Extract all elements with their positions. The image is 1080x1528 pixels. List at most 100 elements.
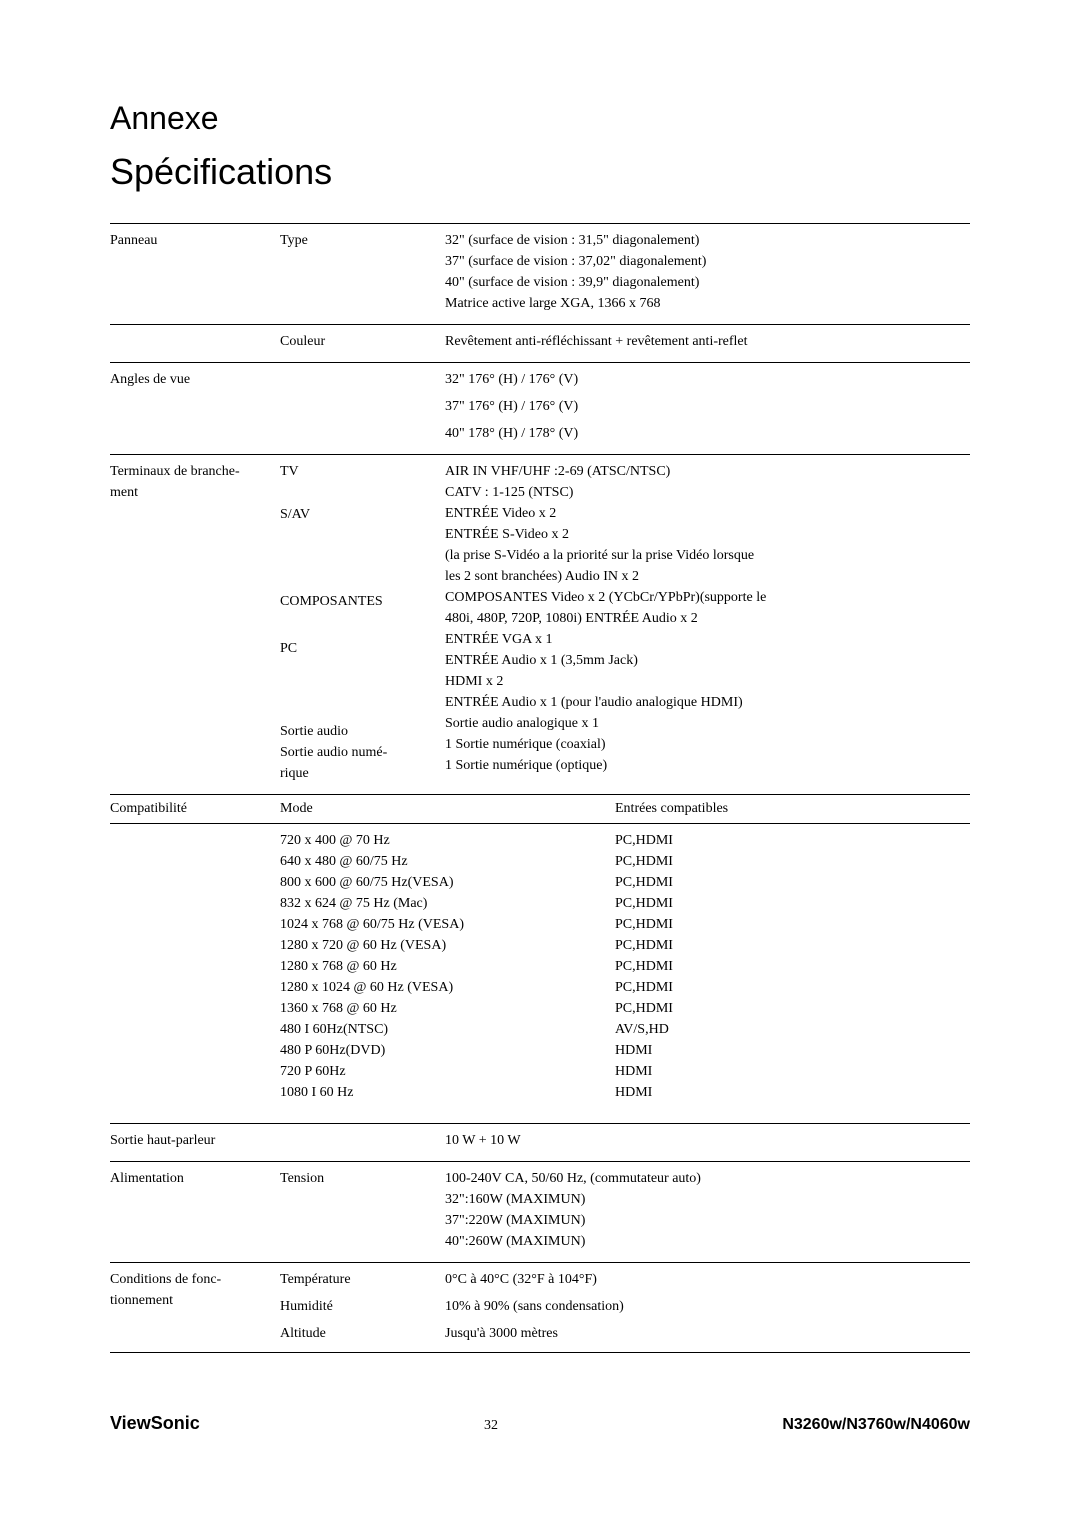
compat-entry: PC,HDMI — [615, 893, 970, 914]
compat-mode: 480 P 60Hz(DVD) — [280, 1040, 615, 1061]
value-type: 32" (surface de vision : 31,5" diagonale… — [445, 230, 970, 314]
compat-entry: PC,HDMI — [615, 872, 970, 893]
compat-mode: 720 x 400 @ 70 Hz — [280, 830, 615, 851]
heading-annexe: Annexe — [110, 100, 970, 137]
label-sortie-audio-num1: Sortie audio numé- — [280, 742, 445, 763]
text: 37":220W (MAXIMUN) — [445, 1210, 970, 1231]
value-alimentation: 100-240V CA, 50/60 Hz, (commutateur auto… — [445, 1168, 970, 1252]
label-angles: Angles de vue — [110, 369, 280, 444]
text: 32" 176° (H) / 176° (V) — [445, 369, 970, 390]
text: COMPOSANTES Video x 2 (YCbCr/YPbPr)(supp… — [445, 587, 970, 608]
text: ENTRÉE VGA x 1 — [445, 629, 970, 650]
row-couleur: Couleur Revêtement anti-réfléchissant + … — [110, 324, 970, 362]
compat-entry: PC,HDMI — [615, 851, 970, 872]
compat-entry: PC,HDMI — [615, 914, 970, 935]
compat-mode: 480 I 60Hz(NTSC) — [280, 1019, 615, 1040]
compat-entry: PC,HDMI — [615, 830, 970, 851]
text: 40":260W (MAXIMUN) — [445, 1231, 970, 1252]
text: ment — [110, 482, 280, 503]
compat-mode: 1024 x 768 @ 60/75 Hz (VESA) — [280, 914, 615, 935]
label-mode: Mode — [280, 801, 445, 817]
empty — [280, 369, 445, 444]
text: 37" (surface de vision : 37,02" diagonal… — [445, 251, 970, 272]
text: HDMI x 2 — [445, 671, 970, 692]
label-terminaux: Terminaux de branche- ment — [110, 461, 280, 784]
compat-entry: HDMI — [615, 1082, 970, 1103]
text: les 2 sont branchées) Audio IN x 2 — [445, 566, 970, 587]
compat-entry: PC,HDMI — [615, 935, 970, 956]
label-alimentation: Alimentation — [110, 1168, 280, 1252]
compat-mode: 720 P 60Hz — [280, 1061, 615, 1082]
text: 480i, 480P, 720P, 1080i) ENTRÉE Audio x … — [445, 608, 970, 629]
value-conditions: 0°C à 40°C (32°F à 104°F) 10% à 90% (san… — [445, 1269, 970, 1344]
label-conditions: Conditions de fonc- tionnement — [110, 1269, 280, 1344]
text: 1 Sortie numérique (optique) — [445, 755, 970, 776]
compat-mode: 640 x 480 @ 60/75 Hz — [280, 851, 615, 872]
compat-entry: HDMI — [615, 1040, 970, 1061]
text: ENTRÉE Audio x 1 (3,5mm Jack) — [445, 650, 970, 671]
value-terminaux: AIR IN VHF/UHF :2-69 (ATSC/NTSC) CATV : … — [445, 461, 970, 784]
compat-entry: HDMI — [615, 1061, 970, 1082]
compat-mode: 832 x 624 @ 75 Hz (Mac) — [280, 893, 615, 914]
text: 32":160W (MAXIMUN) — [445, 1189, 970, 1210]
compat-line: 1360 x 768 @ 60 HzPC,HDMI — [280, 998, 970, 1019]
empty — [110, 331, 280, 352]
text: 37" 176° (H) / 176° (V) — [445, 396, 970, 417]
footer-page-number: 32 — [484, 1418, 498, 1434]
text: Jusqu'à 3000 mètres — [445, 1323, 970, 1344]
row-compat-header: Compatibilité Mode Entrées compatibles — [110, 794, 970, 823]
text: 1 Sortie numérique (coaxial) — [445, 734, 970, 755]
row-terminaux: Terminaux de branche- ment TV S/AV COMPO… — [110, 454, 970, 794]
row-alimentation: Alimentation Tension 100-240V CA, 50/60 … — [110, 1161, 970, 1262]
label-sav: S/AV — [280, 504, 445, 525]
heading-specifications: Spécifications — [110, 151, 970, 193]
label-humidite: Humidité — [280, 1296, 445, 1317]
compat-mode: 1360 x 768 @ 60 Hz — [280, 998, 615, 1019]
text: AIR IN VHF/UHF :2-69 (ATSC/NTSC) — [445, 461, 970, 482]
label-compat: Compatibilité — [110, 801, 280, 817]
compat-entry: PC,HDMI — [615, 998, 970, 1019]
compat-mode: 1280 x 1024 @ 60 Hz (VESA) — [280, 977, 615, 998]
text: ENTRÉE Audio x 1 (pour l'audio analogiqu… — [445, 692, 970, 713]
text: CATV : 1-125 (NTSC) — [445, 482, 970, 503]
label-altitude: Altitude — [280, 1323, 445, 1344]
compat-entry: PC,HDMI — [615, 977, 970, 998]
label-tv: TV — [280, 461, 445, 482]
compat-line: 480 P 60Hz(DVD)HDMI — [280, 1040, 970, 1061]
compat-line: 1280 x 720 @ 60 Hz (VESA)PC,HDMI — [280, 935, 970, 956]
label-couleur: Couleur — [280, 331, 445, 352]
compat-line: 800 x 600 @ 60/75 Hz(VESA)PC,HDMI — [280, 872, 970, 893]
page: Annexe Spécifications Panneau Type 32" (… — [0, 0, 1080, 1474]
text: Matrice active large XGA, 1366 x 768 — [445, 293, 970, 314]
compat-line: 1280 x 768 @ 60 HzPC,HDMI — [280, 956, 970, 977]
label-sortie-audio: Sortie audio — [280, 721, 445, 742]
label-pc: PC — [280, 638, 445, 659]
sublabels-conditions: Température Humidité Altitude — [280, 1269, 445, 1344]
text: Sortie audio analogique x 1 — [445, 713, 970, 734]
label-type: Type — [280, 230, 445, 314]
label-tension: Tension — [280, 1168, 445, 1252]
footer-model: N3260w/N3760w/N4060w — [782, 1416, 970, 1434]
text: 32" (surface de vision : 31,5" diagonale… — [445, 230, 970, 251]
text: ENTRÉE Video x 2 — [445, 503, 970, 524]
compat-line: 1280 x 1024 @ 60 Hz (VESA)PC,HDMI — [280, 977, 970, 998]
text: tionnement — [110, 1290, 280, 1311]
label-panneau: Panneau — [110, 230, 280, 314]
text: 100-240V CA, 50/60 Hz, (commutateur auto… — [445, 1168, 970, 1189]
compat-mode: 1280 x 720 @ 60 Hz (VESA) — [280, 935, 615, 956]
label-sortie-audio-num2: rique — [280, 763, 445, 784]
footer: ViewSonic 32 N3260w/N3760w/N4060w — [110, 1413, 970, 1434]
footer-brand: ViewSonic — [110, 1413, 200, 1434]
value-couleur: Revêtement anti-réfléchissant + revêteme… — [445, 331, 970, 352]
compat-line: 1080 I 60 HzHDMI — [280, 1082, 970, 1103]
value-angles: 32" 176° (H) / 176° (V) 37" 176° (H) / 1… — [445, 369, 970, 444]
row-panneau: Panneau Type 32" (surface de vision : 31… — [110, 223, 970, 324]
compat-entry: AV/S,HD — [615, 1019, 970, 1040]
value-haut-parleur: 10 W + 10 W — [445, 1130, 970, 1151]
text: ENTRÉE S-Video x 2 — [445, 524, 970, 545]
label-temperature: Température — [280, 1269, 445, 1290]
row-compat-body: 720 x 400 @ 70 HzPC,HDMI640 x 480 @ 60/7… — [110, 823, 970, 1123]
label-entrees: Entrées compatibles — [615, 801, 728, 817]
compat-entry: PC,HDMI — [615, 956, 970, 977]
empty — [280, 1130, 445, 1151]
